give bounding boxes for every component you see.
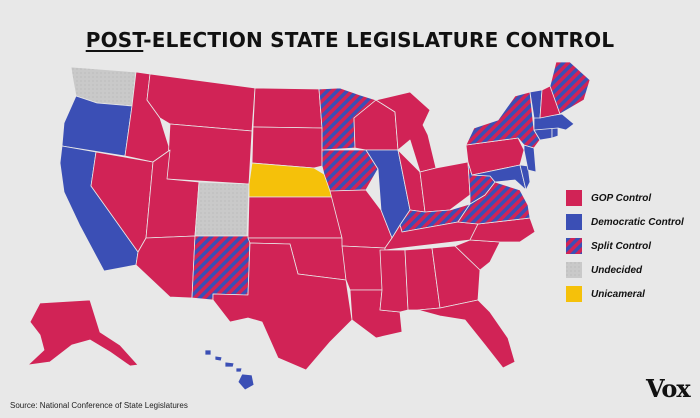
legend-item-undecided: Undecided <box>566 262 642 278</box>
legend-item-gop: GOP Control <box>566 190 651 206</box>
state-NM <box>191 235 251 301</box>
state-WY <box>166 123 253 185</box>
legend-label-undecided: Undecided <box>591 264 643 276</box>
legend-item-unicameral: Unicameral <box>566 286 645 302</box>
legend-item-democratic: Democratic Control <box>566 214 684 230</box>
state-FL <box>417 299 516 369</box>
state-AZ <box>135 235 196 299</box>
state-GA <box>431 245 481 309</box>
state-AR <box>341 245 386 291</box>
state-ND <box>252 87 323 129</box>
legend-label-unicameral: Unicameral <box>591 288 645 300</box>
swatch-fill <box>566 190 582 206</box>
state-TX <box>212 242 353 371</box>
legend-label-gop: GOP Control <box>591 192 652 204</box>
state-KS <box>247 196 343 239</box>
source-note: Source: National Conference of State Leg… <box>10 401 188 410</box>
legend-swatch-unicameral <box>566 286 582 302</box>
state-HI <box>204 349 255 391</box>
state-CO <box>194 181 250 237</box>
state-RI <box>551 127 559 139</box>
state-shapes <box>27 61 591 391</box>
state-AK <box>27 299 139 367</box>
state-MT <box>146 73 256 132</box>
map-title: POST-ELECTION STATE LEGISLATURE CONTROL <box>0 28 700 52</box>
swatch-fill <box>566 262 582 278</box>
state-ME <box>549 61 591 115</box>
swatch-fill <box>566 214 582 230</box>
state-NE <box>248 162 334 198</box>
vox-logo: Vox <box>646 374 691 403</box>
title-emphasis: POST <box>85 28 144 52</box>
legend-label-split: Split Control <box>591 240 651 252</box>
state-MA <box>533 113 575 131</box>
legend-swatch-gop <box>566 190 582 206</box>
state-SC <box>454 239 501 271</box>
title-rest: -ELECTION STATE LEGISLATURE CONTROL <box>143 28 615 52</box>
legend-label-democratic: Democratic Control <box>591 216 684 228</box>
legend-swatch-undecided <box>566 262 582 278</box>
legend-swatch-democratic <box>566 214 582 230</box>
state-MS <box>379 249 409 313</box>
legend-swatch-split <box>566 238 582 254</box>
legend-item-split: Split Control <box>566 238 651 254</box>
state-DE <box>519 164 531 191</box>
state-OR <box>61 95 133 157</box>
swatch-fill <box>566 238 582 254</box>
swatch-fill <box>566 286 582 302</box>
state-SD <box>251 126 323 169</box>
state-NY <box>465 91 541 149</box>
